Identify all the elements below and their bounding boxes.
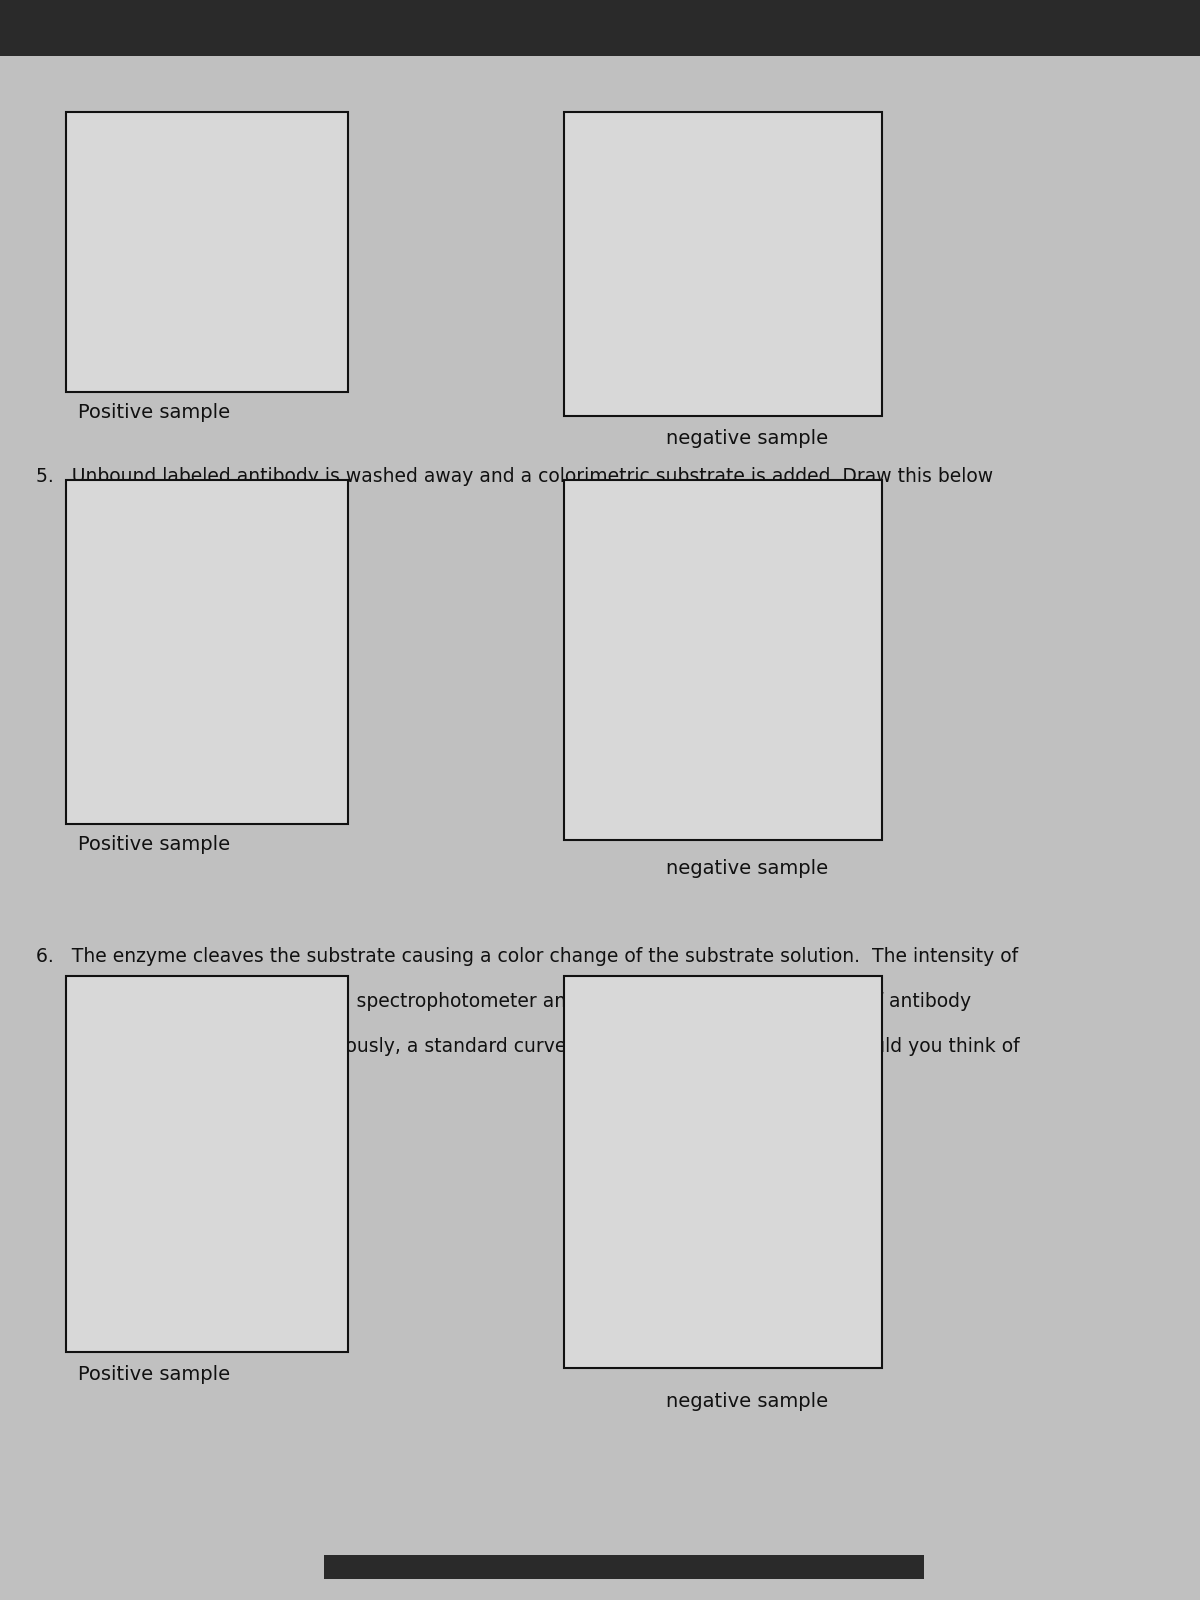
Text: 6.   The enzyme cleaves the substrate causing a color change of the substrate so: 6. The enzyme cleaves the substrate caus… (36, 947, 1018, 966)
Bar (324, 1555, 924, 1579)
Text: how to do that?).: how to do that?). (36, 1082, 232, 1101)
Text: negative sample: negative sample (666, 1392, 828, 1411)
Bar (0, 0, 1200, 56)
Text: Positive sample: Positive sample (78, 403, 230, 422)
Bar (66, 480, 348, 824)
Text: 5.   Unbound labeled antibody is washed away and a colorimetric substrate is add: 5. Unbound labeled antibody is washed aw… (36, 467, 994, 486)
Text: Positive sample: Positive sample (78, 835, 230, 854)
Bar (564, 480, 882, 840)
Text: negative sample: negative sample (666, 859, 828, 878)
Bar (564, 976, 882, 1368)
Bar (66, 112, 348, 392)
Text: the color is quantified using a spectrophotometer and is proportional to the amo: the color is quantified using a spectrop… (36, 992, 971, 1011)
Text: Positive sample: Positive sample (78, 1365, 230, 1384)
Bar (66, 976, 348, 1352)
Bar (564, 112, 882, 416)
Text: negative sample: negative sample (666, 429, 828, 448)
Text: present in the sample.  (Obviously, a standard curve would have to be generated.: present in the sample. (Obviously, a sta… (36, 1037, 1020, 1056)
